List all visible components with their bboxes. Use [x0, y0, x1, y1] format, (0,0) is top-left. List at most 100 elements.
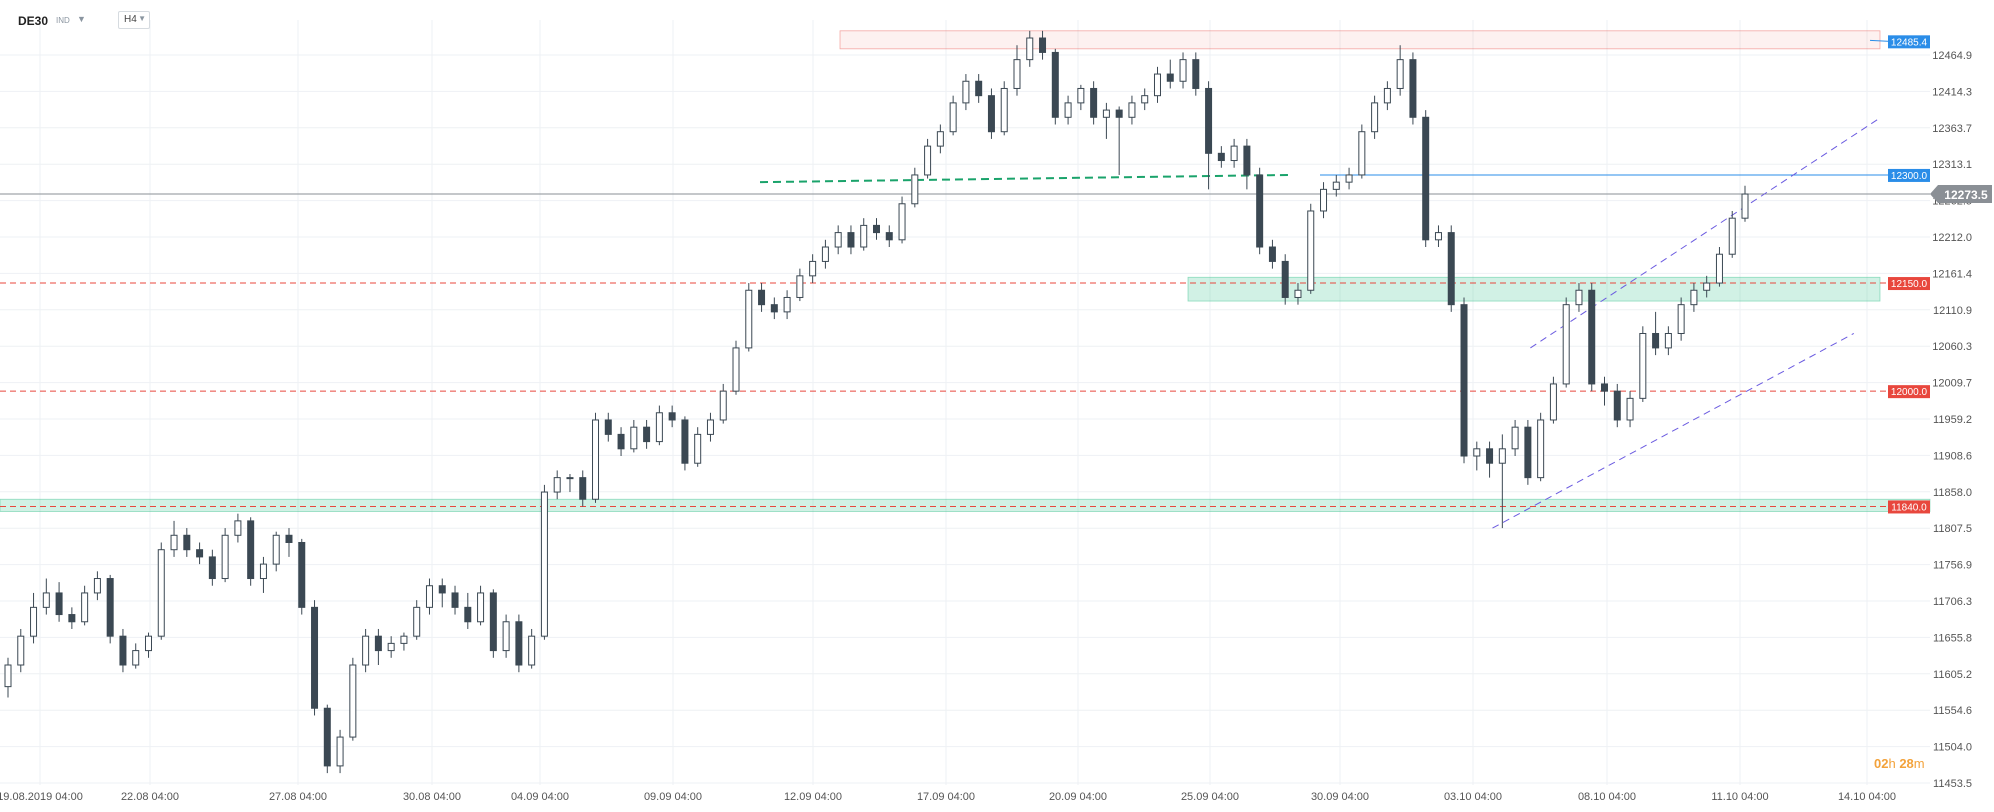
- y-tick-label: 12464.9: [1932, 50, 1972, 62]
- chart-toolbar: DE30 IND ▼ H4 ▼: [0, 0, 400, 40]
- candle-body: [1434, 232, 1442, 241]
- candle-body: [1549, 383, 1557, 421]
- candle-body: [502, 621, 510, 652]
- candle-body: [234, 520, 242, 536]
- candle-body: [1179, 59, 1187, 82]
- candle-body: [451, 592, 459, 608]
- candle-body: [706, 419, 714, 435]
- candle-body: [464, 606, 472, 623]
- y-tick-label: 11554.6: [1933, 705, 1972, 717]
- level-price-label: 12150.0: [1891, 279, 1928, 290]
- candle-body: [911, 174, 919, 205]
- candle-body: [604, 419, 612, 435]
- candle-body: [196, 549, 204, 558]
- y-tick-label: 12363.7: [1932, 123, 1972, 135]
- chevron-down-icon: ▼: [138, 14, 146, 23]
- candle-body: [962, 80, 970, 104]
- y-tick-label: 11706.3: [1933, 596, 1972, 608]
- candle-body: [1320, 188, 1328, 212]
- candle-body: [1537, 419, 1545, 479]
- candle-body: [1447, 232, 1455, 306]
- y-tick-label: 12110.9: [1933, 305, 1972, 317]
- symbol-name[interactable]: DE30: [18, 14, 49, 28]
- level-price-tag: [1888, 500, 1930, 514]
- candle-body: [924, 145, 932, 176]
- candle-body: [936, 131, 944, 147]
- instrument-type-badge: IND: [56, 16, 70, 25]
- candle-body: [1639, 332, 1647, 399]
- candle-body: [873, 224, 880, 234]
- candle-body: [1690, 289, 1698, 306]
- candle-body: [144, 635, 152, 652]
- candle-body: [1588, 289, 1596, 385]
- candle-body: [1626, 397, 1634, 421]
- channel-line: [1530, 116, 1882, 349]
- level-price-label: 11840.0: [1891, 502, 1927, 513]
- candle-body: [566, 477, 574, 480]
- candle-body: [1243, 145, 1251, 176]
- candle-body: [1601, 383, 1609, 392]
- candle-body: [681, 419, 689, 464]
- candle-body: [579, 477, 587, 500]
- candle-body: [1268, 246, 1276, 262]
- support-zone: [0, 498, 1931, 512]
- candle-body: [1256, 174, 1264, 248]
- candle-body: [1128, 102, 1136, 118]
- candle-body: [400, 635, 408, 644]
- candle-body: [1664, 332, 1672, 349]
- x-tick-label: 27.08 04:00: [269, 791, 327, 803]
- chevron-down-icon[interactable]: ▼: [77, 14, 86, 24]
- candle-body: [336, 736, 344, 767]
- candle-body: [1013, 59, 1021, 89]
- candle-body: [374, 635, 382, 652]
- candle-body: [745, 289, 753, 349]
- candle-body: [1460, 304, 1468, 457]
- candle-body: [1217, 152, 1225, 162]
- candle-body: [1703, 282, 1711, 291]
- candle-countdown: 02h 28m: [1874, 756, 1925, 771]
- candle-body: [1652, 332, 1660, 349]
- candle-body: [719, 390, 727, 421]
- candle-body: [170, 534, 178, 551]
- candle-body: [413, 606, 421, 637]
- candle-body: [1026, 37, 1034, 61]
- candle-body: [387, 642, 395, 652]
- candle-body: [834, 232, 842, 248]
- candle-body: [668, 412, 676, 421]
- timeframe-selector[interactable]: H4 ▼: [118, 11, 150, 29]
- level-price-tag: [1888, 385, 1930, 399]
- channel-line: [1492, 333, 1855, 529]
- candle-body: [55, 592, 63, 616]
- timeframe-label: H4: [124, 14, 137, 25]
- y-tick-label: 12313.1: [1932, 159, 1972, 171]
- candle-body: [1205, 87, 1213, 154]
- candle-body: [630, 426, 638, 450]
- candle-body: [860, 224, 868, 248]
- candle-body: [1396, 59, 1404, 89]
- candle-body: [106, 578, 114, 637]
- x-tick-label: 11.10 04:00: [1711, 791, 1768, 803]
- candle-body: [1064, 102, 1072, 118]
- candle-body: [221, 534, 229, 580]
- candle-body: [809, 260, 817, 277]
- candle-body: [528, 635, 536, 666]
- x-tick-label: 08.10 04:00: [1578, 791, 1636, 803]
- y-tick-label: 11504.0: [1933, 742, 1972, 754]
- y-tick-label: 11858.0: [1933, 487, 1972, 499]
- y-tick-label: 12414.3: [1932, 86, 1972, 98]
- candle-body: [1153, 73, 1161, 97]
- candle-body: [1524, 426, 1532, 479]
- candle-body: [132, 650, 140, 666]
- candle-body: [1307, 210, 1315, 291]
- x-tick-label: 14.10 04:00: [1838, 791, 1896, 803]
- y-tick-label: 11605.2: [1933, 669, 1972, 681]
- y-tick-label: 11959.2: [1933, 414, 1972, 426]
- candle-body: [847, 232, 855, 248]
- candle-body: [1511, 426, 1519, 450]
- y-tick-label: 12212.0: [1932, 232, 1972, 244]
- candle-body: [1051, 51, 1059, 118]
- candle-body: [362, 635, 370, 666]
- candle-body: [272, 534, 280, 565]
